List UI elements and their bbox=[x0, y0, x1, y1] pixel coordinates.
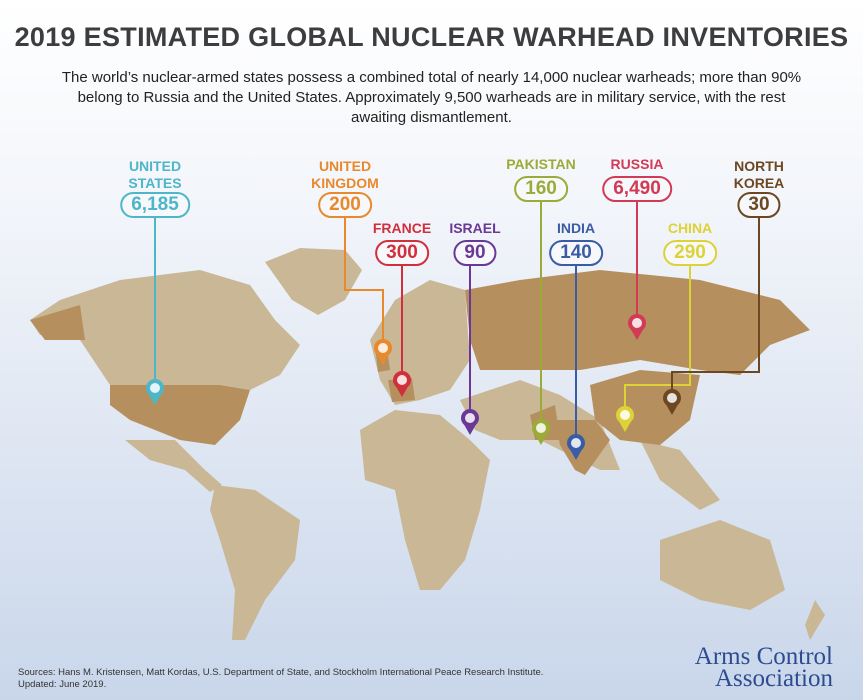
united-kingdom-warhead-count: 200 bbox=[318, 192, 372, 218]
pakistan-warhead-count: 160 bbox=[514, 176, 568, 202]
arms-control-association-logo: Arms Control Association bbox=[694, 643, 833, 692]
north-korea-pin-icon bbox=[663, 389, 681, 415]
north-korea-warhead-count: 30 bbox=[737, 192, 781, 218]
china-pin-icon bbox=[616, 406, 634, 432]
israel-label: ISRAEL bbox=[449, 220, 501, 236]
logo-line2: Association bbox=[714, 665, 833, 692]
logo-line1: Arms Control bbox=[694, 643, 833, 670]
pakistan-pin-icon bbox=[532, 419, 550, 445]
pakistan-label: PAKISTAN bbox=[506, 156, 576, 172]
china-warhead-count: 290 bbox=[663, 240, 717, 266]
united-states-pin-icon bbox=[146, 379, 164, 405]
leader-lines bbox=[154, 200, 760, 435]
updated-text: Updated: June 2019. bbox=[18, 679, 107, 690]
southeast-asia bbox=[640, 440, 720, 510]
south-america bbox=[210, 485, 300, 640]
france-pin-icon bbox=[393, 371, 411, 397]
russia-warhead-count: 6,490 bbox=[602, 176, 672, 202]
united-kingdom-pin-icon bbox=[374, 339, 392, 365]
subtitle: The world’s nuclear-armed states possess… bbox=[61, 69, 802, 126]
usa-shape bbox=[110, 385, 250, 445]
greenland bbox=[265, 248, 362, 315]
france-warhead-count: 300 bbox=[375, 240, 429, 266]
australia bbox=[660, 520, 785, 610]
india-label: INDIA bbox=[556, 220, 596, 236]
canada bbox=[30, 270, 300, 390]
land-masses bbox=[30, 248, 825, 640]
new-zealand bbox=[805, 600, 825, 640]
israel-pin-icon bbox=[461, 409, 479, 435]
europe bbox=[370, 280, 470, 405]
france-label: FRANCE bbox=[372, 220, 432, 236]
sources-note: Sources: Hans M. Kristensen, Matt Kordas… bbox=[18, 667, 543, 691]
russia-label: RUSSIA bbox=[610, 156, 664, 172]
russia-pin-icon bbox=[628, 314, 646, 340]
north-korea-label: NORTH KOREA bbox=[733, 158, 785, 191]
united-kingdom-label: UNITED KINGDOM bbox=[311, 158, 379, 191]
israel-warhead-count: 90 bbox=[453, 240, 497, 266]
china-label: CHINA bbox=[667, 220, 713, 236]
united-states-label: UNITED STATES bbox=[128, 158, 182, 191]
india-pin-icon bbox=[567, 434, 585, 460]
united-states-warhead-count: 6,185 bbox=[120, 192, 190, 218]
alaska-shape bbox=[30, 305, 85, 340]
central-america bbox=[125, 440, 222, 492]
africa bbox=[360, 410, 490, 590]
location-pins bbox=[146, 314, 681, 460]
sources-text: Sources: Hans M. Kristensen, Matt Kordas… bbox=[18, 667, 544, 678]
india-warhead-count: 140 bbox=[549, 240, 603, 266]
page-title: 2019 ESTIMATED GLOBAL NUCLEAR WARHEAD IN… bbox=[14, 22, 849, 52]
china-shape bbox=[590, 370, 700, 445]
